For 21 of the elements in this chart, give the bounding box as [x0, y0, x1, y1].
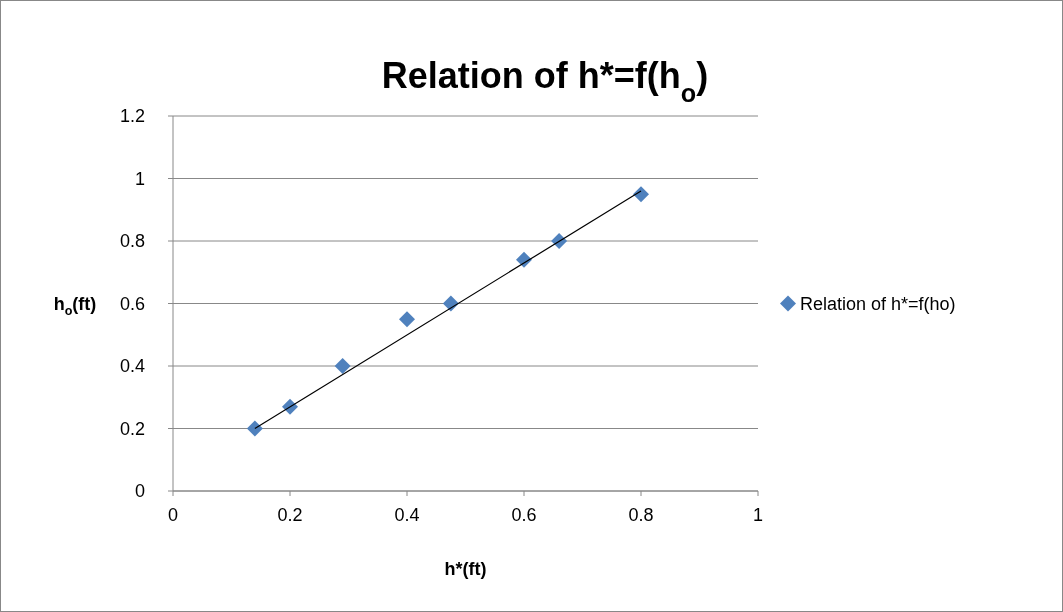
point: [334, 358, 351, 374]
x-tick-label: 0.6: [511, 505, 537, 525]
x-tick-label: 0.8: [628, 505, 654, 525]
x-tick-label: 0.2: [277, 505, 303, 525]
y-tick-label: 0.8: [119, 231, 145, 251]
y-tick-label: 0: [134, 481, 145, 501]
point: [399, 311, 415, 328]
x-tick-label: 1: [752, 505, 764, 525]
x-tick-label: 0.4: [394, 505, 420, 525]
x-axis-title: h*(ft): [444, 559, 487, 579]
legend-label: Relation of h*=f(ho): [800, 293, 956, 314]
y-tick-label: 0.4: [119, 356, 145, 376]
y-axis-title: h$_{o}$(ft): [53, 293, 97, 318]
x-tick-label: 0: [167, 505, 179, 525]
chart-title: Relation of h*=f(h$_{o}$): [381, 55, 709, 107]
y-tick-label: 1.2: [119, 106, 145, 126]
y-tick-label: 0.6: [119, 293, 145, 314]
point: [246, 420, 263, 437]
y-tick-label: 1: [134, 168, 145, 189]
point: [633, 186, 649, 203]
y-tick-label: 0.2: [119, 418, 145, 439]
